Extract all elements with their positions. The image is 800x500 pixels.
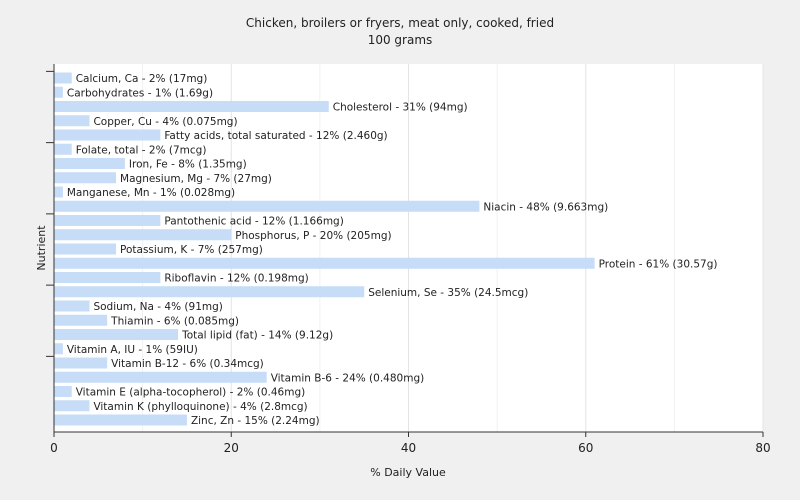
bar-label: Cholesterol - 31% (94mg): [333, 102, 468, 114]
bar-label: Sodium, Na - 4% (91mg): [93, 301, 222, 313]
bar-label: Folate, total - 2% (7mcg): [76, 144, 207, 156]
bar: [54, 172, 117, 184]
bar-label: Protein - 61% (30.57g): [599, 258, 718, 270]
x-axis-label: % Daily Value: [370, 466, 446, 479]
x-tick-label: 80: [755, 441, 770, 455]
chart-subtitle: 100 grams: [368, 33, 433, 47]
x-tick-label: 60: [578, 441, 593, 455]
bar: [54, 101, 329, 112]
bar-label: Thiamin - 6% (0.085mg): [110, 315, 239, 327]
bar-label: Magnesium, Mg - 7% (27mg): [120, 173, 272, 185]
bar: [54, 243, 117, 255]
bar-label: Calcium, Ca - 2% (17mg): [76, 73, 208, 85]
x-tick-label: 40: [401, 441, 416, 455]
bar: [54, 72, 72, 84]
bar: [54, 272, 161, 283]
bar-label: Manganese, Mn - 1% (0.028mg): [67, 187, 235, 199]
bar: [54, 86, 63, 98]
bar: [54, 257, 595, 269]
bar-label: Vitamin E (alpha-tocopherol) - 2% (0.46m…: [76, 387, 306, 399]
y-axis-label: Nutrient: [35, 225, 48, 271]
x-tick-label: 20: [224, 441, 239, 455]
bar: [54, 357, 108, 369]
bar-label: Vitamin A, IU - 1% (59IU): [67, 344, 198, 356]
axes: [46, 64, 764, 437]
bar-label: Pantothenic acid - 12% (1.166mg): [164, 216, 343, 228]
bar-label: Niacin - 48% (9.663mg): [483, 201, 608, 213]
bars: [54, 72, 595, 426]
bar: [54, 371, 267, 383]
bar: [54, 129, 161, 141]
bar-label: Fatty acids, total saturated - 12% (2.46…: [164, 130, 387, 142]
bar: [54, 286, 365, 298]
bar-label: Potassium, K - 7% (257mg): [120, 244, 263, 256]
gridlines: [142, 64, 764, 432]
bar-label: Vitamin B-6 - 24% (0.480mg): [271, 372, 425, 384]
x-tick-labels: 0 20 40 60 80: [50, 441, 770, 455]
bar-label: Riboflavin - 12% (0.198mg): [164, 273, 308, 285]
bar-label: Vitamin B-12 - 6% (0.34mcg): [111, 358, 264, 370]
bar: [54, 414, 187, 426]
bar-label: Copper, Cu - 4% (0.075mg): [93, 116, 237, 128]
bar: [54, 329, 179, 340]
bar-labels: Calcium, Ca - 2% (17mg) Carbohydrates - 1…: [67, 73, 718, 427]
bar: [54, 229, 232, 241]
bar-label: Zinc, Zn - 15% (2.24mg): [191, 415, 320, 427]
bar: [54, 386, 72, 397]
bar-label: Total lipid (fat) - 14% (9.12g): [181, 330, 333, 342]
bar: [54, 343, 63, 355]
bar-label: Carbohydrates - 1% (1.69g): [67, 87, 213, 99]
bar: [54, 215, 161, 226]
bar: [54, 158, 125, 169]
bar-label: Selenium, Se - 35% (24.5mcg): [368, 287, 528, 299]
bar: [54, 400, 90, 412]
bar-label: Phosphorus, P - 20% (205mg): [235, 230, 391, 242]
x-tick-label: 0: [50, 441, 58, 455]
bar: [54, 200, 480, 212]
bar-label: Vitamin K (phylloquinone) - 4% (2.8mcg): [93, 401, 307, 413]
bar-label: Iron, Fe - 8% (1.35mg): [129, 159, 247, 171]
bar: [54, 314, 108, 326]
chart-title: Chicken, broilers or fryers, meat only, …: [246, 16, 554, 30]
bar: [54, 186, 63, 198]
bar: [54, 115, 90, 127]
bar: [54, 300, 90, 312]
bar: [54, 143, 72, 155]
